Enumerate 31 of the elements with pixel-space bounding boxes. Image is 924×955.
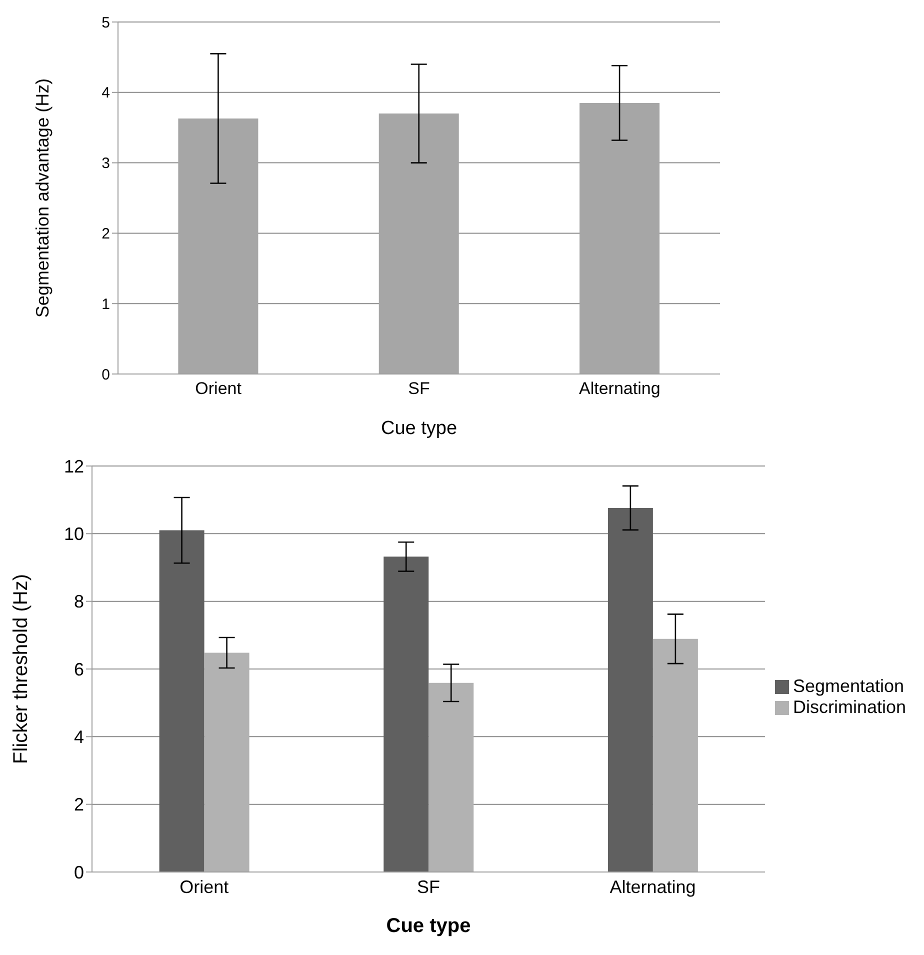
x-tick-label: Alternating: [610, 876, 696, 897]
x-tick-label: Orient: [195, 379, 242, 398]
x-axis-title: Cue type: [386, 915, 471, 937]
x-tick-label: Orient: [180, 876, 229, 897]
legend-label: Discrimination: [792, 697, 906, 717]
bar: [384, 556, 429, 872]
y-tick-label: 3: [102, 155, 110, 172]
bar: [652, 638, 698, 872]
y-tick-label: 0: [102, 366, 110, 384]
bar: [608, 508, 653, 872]
x-tick-label: Alternating: [579, 379, 660, 398]
bar: [204, 652, 250, 872]
y-tick-label: 2: [102, 226, 110, 243]
y-tick-label: 12: [64, 456, 84, 476]
y-tick-label: 2: [74, 794, 84, 815]
bar: [159, 530, 204, 872]
y-tick-label: 5: [102, 14, 110, 32]
y-axis-title: Segmentation advantage (Hz): [32, 78, 52, 318]
legend-label: Segmentation: [792, 676, 904, 696]
y-tick-label: 4: [74, 727, 84, 748]
y-tick-label: 4: [102, 84, 110, 102]
y-tick-label: 1: [102, 296, 110, 313]
y-tick-label: 10: [64, 524, 84, 544]
y-tick-label: 6: [74, 659, 84, 680]
x-tick-label: SF: [408, 379, 430, 398]
x-tick-label: SF: [416, 876, 440, 897]
y-tick-label: 8: [74, 592, 84, 612]
y-tick-label: 0: [74, 862, 84, 882]
bar: [428, 682, 474, 872]
y-axis-title: Flicker threshold (Hz): [10, 574, 32, 764]
x-axis-title: Cue type: [380, 418, 458, 439]
